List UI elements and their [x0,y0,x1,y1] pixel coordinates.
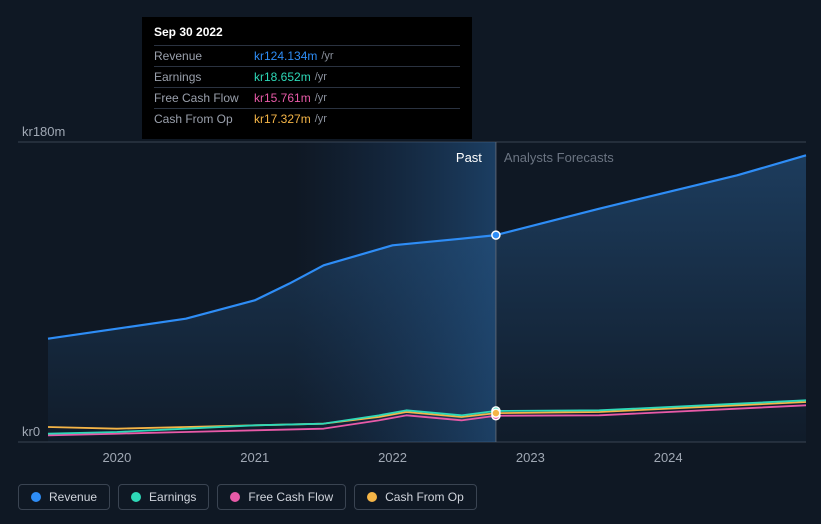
tooltip-row: Earningskr18.652m/yr [154,66,460,87]
tooltip-metric-value: kr15.761m [254,91,311,105]
x-axis-tick: 2024 [654,450,683,465]
tooltip-row: Cash From Opkr17.327m/yr [154,108,460,129]
tooltip-row: Free Cash Flowkr15.761m/yr [154,87,460,108]
y-axis-max-label: kr180m [22,124,65,139]
legend-item-revenue[interactable]: Revenue [18,484,110,510]
legend-item-free-cash-flow[interactable]: Free Cash Flow [217,484,346,510]
legend-dot-icon [131,492,141,502]
x-axis-tick: 2021 [240,450,269,465]
legend-item-cash-from-op[interactable]: Cash From Op [354,484,477,510]
legend-label: Earnings [149,490,196,504]
forecast-label: Analysts Forecasts [504,150,614,165]
legend-dot-icon [31,492,41,502]
tooltip-metric-unit: /yr [315,92,327,104]
tooltip-metric-unit: /yr [315,71,327,83]
chart-tooltip: Sep 30 2022 Revenuekr124.134m/yrEarnings… [142,17,472,139]
legend-dot-icon [367,492,377,502]
legend-label: Revenue [49,490,97,504]
tooltip-metric-label: Earnings [154,70,254,84]
hover-marker-cash_from_op [492,409,500,417]
legend-label: Cash From Op [385,490,464,504]
tooltip-date: Sep 30 2022 [154,25,460,45]
tooltip-metric-label: Revenue [154,49,254,63]
tooltip-metric-value: kr17.327m [254,112,311,126]
tooltip-metric-label: Cash From Op [154,112,254,126]
tooltip-metric-value: kr124.134m [254,49,317,63]
tooltip-metric-value: kr18.652m [254,70,311,84]
tooltip-metric-unit: /yr [315,113,327,125]
tooltip-row: Revenuekr124.134m/yr [154,45,460,66]
legend-dot-icon [230,492,240,502]
chart-legend: Revenue Earnings Free Cash Flow Cash From O… [18,484,477,510]
x-axis-tick: 2020 [102,450,131,465]
hover-marker-revenue [492,231,500,239]
x-axis-tick: 2023 [516,450,545,465]
financials-chart: kr180m kr0 Past Analysts Forecasts 2020 2… [0,0,821,524]
y-axis-min-label: kr0 [22,424,40,439]
x-axis-tick: 2022 [378,450,407,465]
legend-label: Free Cash Flow [248,490,333,504]
legend-item-earnings[interactable]: Earnings [118,484,209,510]
tooltip-metric-unit: /yr [321,50,333,62]
past-label: Past [456,150,482,165]
tooltip-metric-label: Free Cash Flow [154,91,254,105]
